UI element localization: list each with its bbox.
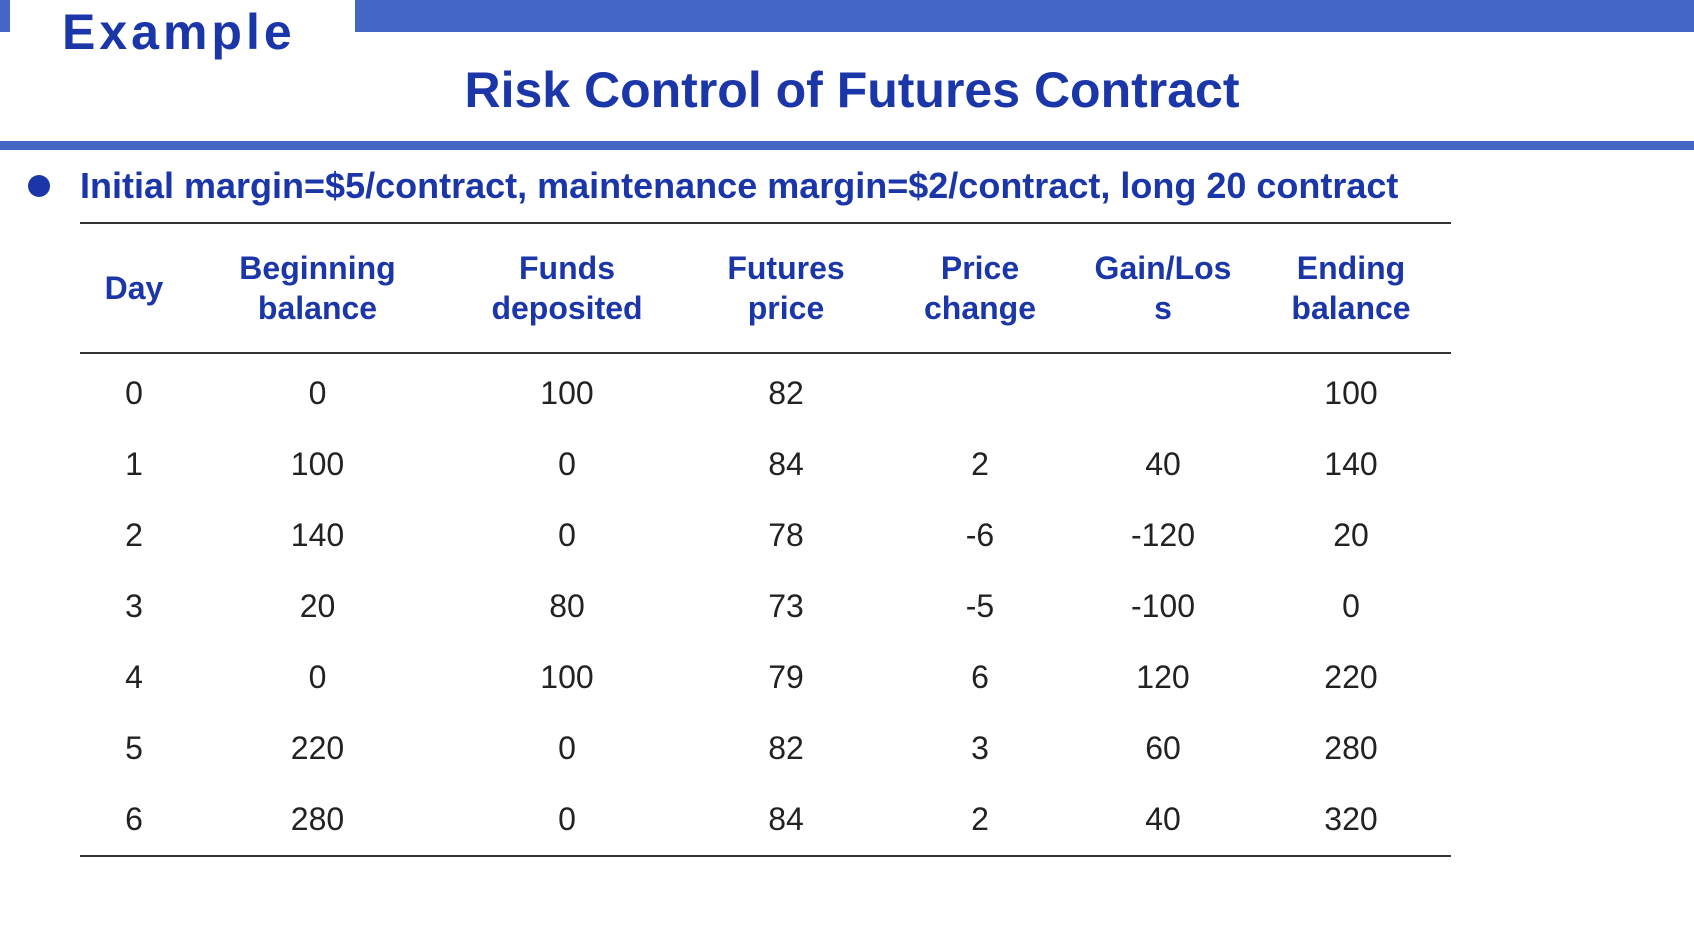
cell-beginning-balance: 220 bbox=[290, 730, 345, 766]
cell-gain-loss: -100 bbox=[1130, 588, 1196, 624]
top-accent-bar-right bbox=[355, 0, 1694, 32]
cell-futures-price: 82 bbox=[768, 375, 804, 411]
cell-day: 2 bbox=[125, 517, 143, 553]
cell-price-change: 3 bbox=[971, 730, 989, 766]
bullet-icon bbox=[28, 175, 50, 197]
margin-table: Day Beginning balance Funds deposited Fu… bbox=[80, 222, 1451, 857]
cell-futures-price: 84 bbox=[768, 446, 804, 482]
table-row: 5 220 0 82 3 60 280 bbox=[80, 713, 1451, 784]
cell-beginning-balance: 20 bbox=[299, 588, 336, 624]
cell-funds-deposited: 80 bbox=[549, 588, 585, 624]
cell-ending-balance: 100 bbox=[1324, 375, 1378, 411]
cell-futures-price: 84 bbox=[768, 801, 804, 837]
column-header-price-change: Price change bbox=[923, 250, 1037, 326]
table-row: 4 0 100 79 6 120 220 bbox=[80, 642, 1451, 713]
cell-futures-price: 79 bbox=[768, 659, 804, 695]
top-accent-bar-left bbox=[0, 0, 10, 32]
example-label: Example bbox=[62, 4, 296, 60]
column-header-funds-deposited: Funds deposited bbox=[491, 250, 643, 326]
cell-price-change: 2 bbox=[971, 446, 989, 482]
cell-ending-balance: 320 bbox=[1324, 801, 1378, 837]
table-row: 0 0 100 82 100 bbox=[80, 353, 1451, 429]
column-header-futures-price: Futures price bbox=[727, 250, 845, 326]
cell-gain-loss: 120 bbox=[1136, 659, 1190, 695]
cell-price-change: -6 bbox=[965, 517, 995, 553]
cell-futures-price: 82 bbox=[768, 730, 804, 766]
cell-day: 1 bbox=[125, 446, 143, 482]
cell-price-change: 6 bbox=[971, 659, 989, 695]
table-row: 3 20 80 73 -5 -100 0 bbox=[80, 571, 1451, 642]
cell-funds-deposited: 0 bbox=[558, 517, 576, 553]
cell-ending-balance: 220 bbox=[1324, 659, 1378, 695]
table-row: 1 100 0 84 2 40 140 bbox=[80, 429, 1451, 500]
cell-funds-deposited: 100 bbox=[540, 375, 594, 411]
column-header-gain-loss: Gain/Los s bbox=[1094, 250, 1232, 326]
cell-gain-loss: 40 bbox=[1145, 446, 1181, 482]
cell-day: 5 bbox=[125, 730, 143, 766]
cell-funds-deposited: 0 bbox=[558, 446, 576, 482]
cell-gain-loss: -120 bbox=[1130, 517, 1196, 553]
table-row: 2 140 0 78 -6 -120 20 bbox=[80, 500, 1451, 571]
cell-beginning-balance: 100 bbox=[290, 446, 345, 482]
cell-ending-balance: 0 bbox=[1342, 588, 1360, 624]
cell-price-change: -5 bbox=[965, 588, 995, 624]
cell-price-change bbox=[885, 353, 1075, 429]
cell-funds-deposited: 0 bbox=[558, 730, 576, 766]
cell-funds-deposited: 100 bbox=[540, 659, 594, 695]
cell-ending-balance: 140 bbox=[1324, 446, 1378, 482]
cell-gain-loss: 60 bbox=[1145, 730, 1181, 766]
column-header-ending-balance: Ending balance bbox=[1291, 250, 1411, 326]
cell-day: 0 bbox=[125, 375, 143, 411]
cell-beginning-balance: 0 bbox=[308, 375, 327, 411]
cell-day: 6 bbox=[125, 801, 143, 837]
cell-gain-loss bbox=[1075, 353, 1251, 429]
column-header-beginning-balance: Beginning balance bbox=[239, 250, 396, 326]
slide-title: Risk Control of Futures Contract bbox=[464, 62, 1240, 118]
table-header-row: Day Beginning balance Funds deposited Fu… bbox=[80, 223, 1451, 353]
title-divider-bar bbox=[0, 141, 1694, 150]
bullet-text: Initial margin=$5/contract, maintenance … bbox=[80, 165, 1399, 206]
cell-ending-balance: 280 bbox=[1324, 730, 1378, 766]
cell-funds-deposited: 0 bbox=[558, 801, 576, 837]
cell-day: 3 bbox=[125, 588, 143, 624]
cell-beginning-balance: 140 bbox=[290, 517, 345, 553]
cell-gain-loss: 40 bbox=[1145, 801, 1181, 837]
table-row: 6 280 0 84 2 40 320 bbox=[80, 784, 1451, 856]
cell-beginning-balance: 0 bbox=[308, 659, 327, 695]
cell-futures-price: 73 bbox=[768, 588, 804, 624]
cell-beginning-balance: 280 bbox=[290, 801, 345, 837]
cell-day: 4 bbox=[125, 659, 143, 695]
column-header-day: Day bbox=[104, 270, 164, 306]
cell-futures-price: 78 bbox=[768, 517, 804, 553]
cell-ending-balance: 20 bbox=[1333, 517, 1369, 553]
cell-price-change: 2 bbox=[971, 801, 989, 837]
